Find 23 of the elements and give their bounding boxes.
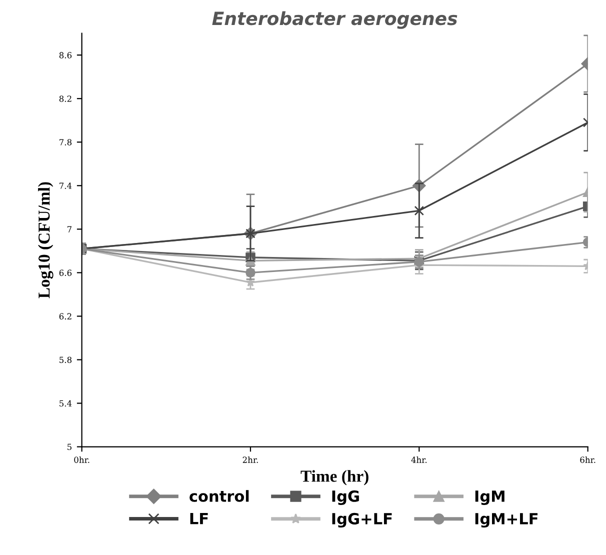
legend-label: LF — [190, 512, 208, 524]
y-tick-label: 8.6 — [59, 52, 72, 58]
y-axis-title: Log10 (CFU/ml) — [38, 182, 54, 298]
y-tick-label: 5 — [67, 444, 72, 450]
legend-label: IgG+LF — [332, 512, 392, 528]
legend-label: IgM — [475, 490, 504, 506]
legend-label: IgG — [332, 490, 359, 506]
y-tick-label: 5.4 — [60, 400, 72, 407]
x-tick-label: 0hr. — [74, 456, 90, 463]
y-tick-label: 6.6 — [59, 270, 72, 276]
x-tick-label: 4hr. — [411, 456, 427, 463]
x-tick-label: 6hr. — [580, 456, 596, 463]
x-axis-title: Time (hr) — [300, 470, 368, 486]
y-tick-label: 6.2 — [59, 313, 72, 320]
x-tick-label: 2hr. — [242, 456, 258, 463]
legend-label: IgM+LF — [475, 513, 538, 528]
y-tick-label: 7 — [67, 226, 72, 232]
y-tick-label: 7.8 — [60, 139, 72, 146]
y-tick-label: 5.8 — [60, 356, 72, 364]
legend-label: control — [190, 490, 249, 502]
y-tick-label: 8.2 — [59, 96, 72, 102]
y-tick-label: 7.4 — [60, 182, 72, 189]
chart-title: Enterobacter aerogenes — [212, 11, 458, 29]
